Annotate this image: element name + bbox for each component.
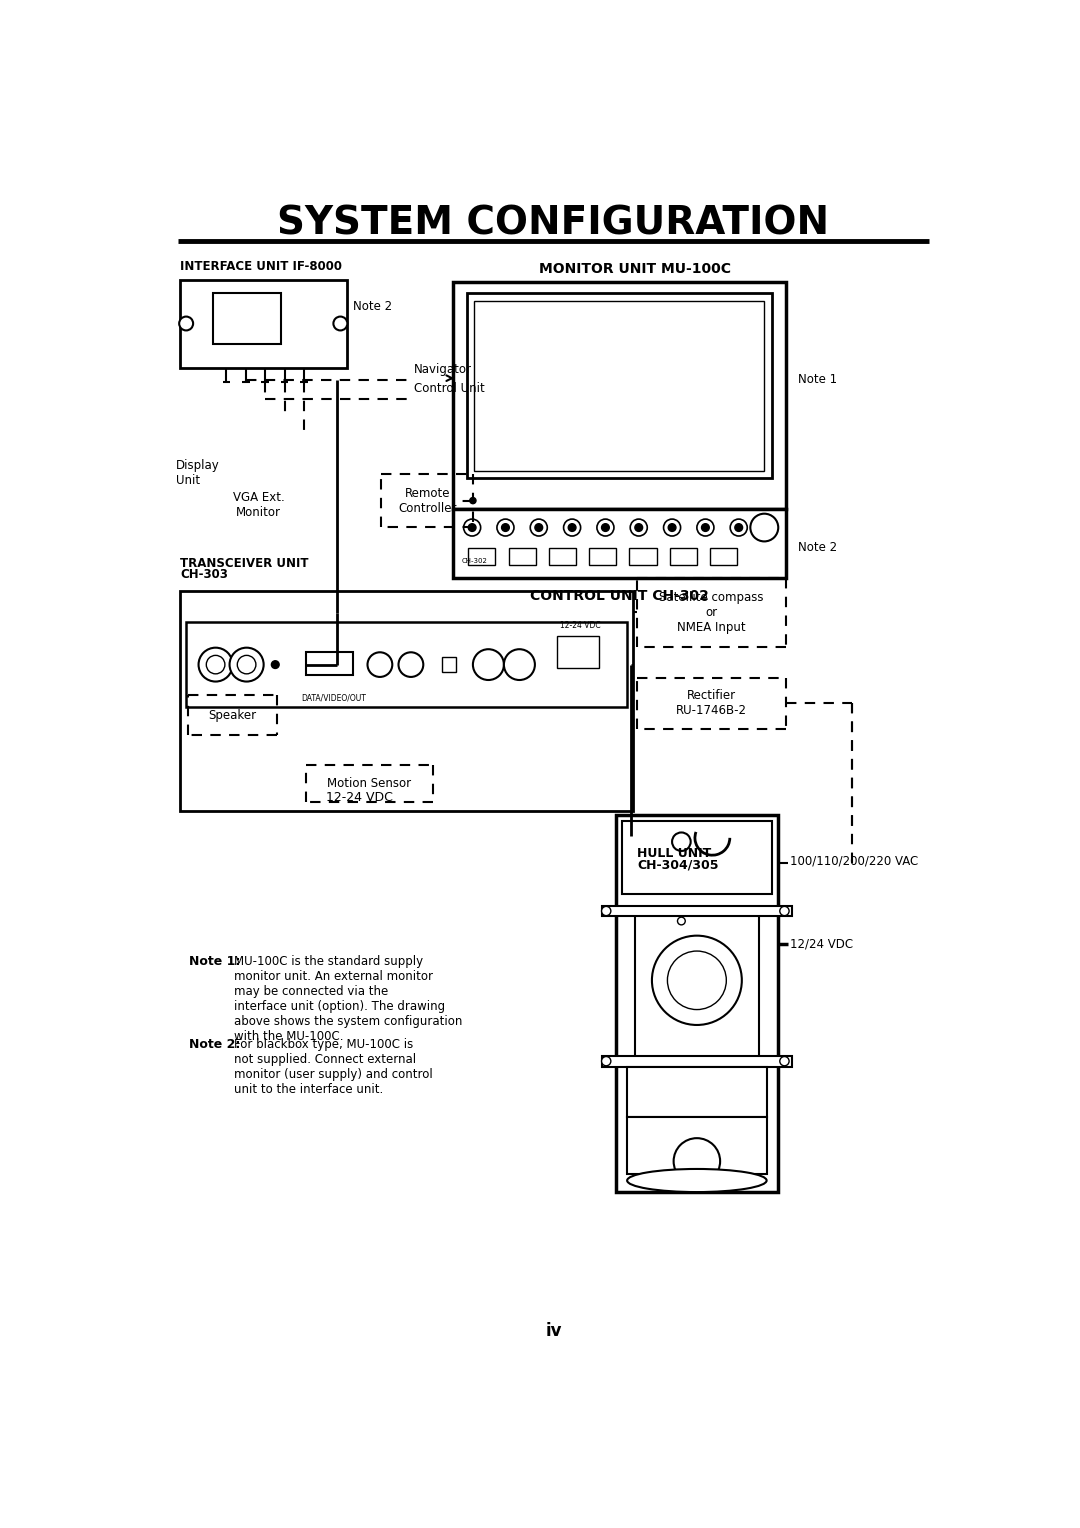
Bar (469, 547, 496, 564)
Bar (627, 1117, 767, 1175)
Text: HULL UNIT: HULL UNIT (637, 847, 712, 860)
Text: Note 2:: Note 2: (189, 1038, 241, 1051)
Text: Remote
Controller: Remote Controller (397, 486, 457, 515)
Circle shape (669, 524, 676, 532)
Text: 12-24 VDC: 12-24 VDC (326, 790, 393, 804)
Circle shape (399, 652, 423, 677)
Text: CH-302: CH-302 (462, 558, 488, 564)
Bar (213, 293, 281, 344)
Text: CH-304/305: CH-304/305 (637, 859, 718, 871)
Bar (710, 547, 738, 564)
Circle shape (677, 917, 685, 924)
Bar (670, 547, 697, 564)
Text: CH-303: CH-303 (180, 568, 228, 581)
Bar (180, 280, 347, 368)
Bar (602, 1056, 793, 1067)
Circle shape (179, 316, 193, 330)
Bar (630, 547, 657, 564)
Text: DATA/VIDEO/OUT: DATA/VIDEO/OUT (301, 694, 366, 703)
Bar (180, 591, 633, 811)
Circle shape (597, 520, 613, 536)
Circle shape (564, 520, 581, 536)
Text: Note 2: Note 2 (353, 299, 392, 313)
Text: Satellite compass
or
NMEA Input: Satellite compass or NMEA Input (660, 591, 764, 634)
Circle shape (734, 524, 743, 532)
Circle shape (238, 656, 256, 674)
Text: Motion Sensor: Motion Sensor (327, 776, 411, 790)
Text: CONTROL UNIT CH-302: CONTROL UNIT CH-302 (530, 590, 708, 604)
Text: iv: iv (545, 1322, 562, 1340)
Circle shape (780, 1056, 789, 1067)
Circle shape (751, 513, 779, 541)
Text: Note 1: Note 1 (798, 373, 837, 387)
Circle shape (672, 833, 691, 851)
Circle shape (473, 649, 504, 680)
Circle shape (602, 524, 609, 532)
Circle shape (568, 524, 576, 532)
Circle shape (334, 316, 348, 330)
Circle shape (697, 520, 714, 536)
Circle shape (530, 520, 548, 536)
Circle shape (199, 648, 232, 681)
Circle shape (504, 649, 535, 680)
Circle shape (470, 498, 476, 504)
Circle shape (535, 524, 542, 532)
Bar (186, 622, 627, 707)
Text: Rectifier
RU-1746B-2: Rectifier RU-1746B-2 (676, 689, 747, 717)
Text: VGA Ext.
Monitor: VGA Ext. Monitor (232, 492, 284, 520)
Circle shape (780, 906, 789, 915)
Bar (556, 636, 599, 668)
Text: MONITOR UNIT MU-100C: MONITOR UNIT MU-100C (539, 261, 731, 275)
Text: SYSTEM CONFIGURATION: SYSTEM CONFIGURATION (278, 205, 829, 243)
Circle shape (635, 524, 643, 532)
Bar (622, 821, 772, 894)
Text: Note 2: Note 2 (798, 541, 837, 555)
Circle shape (469, 524, 476, 532)
Circle shape (702, 524, 710, 532)
Bar (467, 293, 772, 478)
Text: MU-100C is the standard supply
monitor unit. An external monitor
may be connecte: MU-100C is the standard supply monitor u… (234, 955, 462, 1044)
Bar (549, 547, 576, 564)
Text: Speaker: Speaker (207, 709, 256, 721)
Bar (627, 1068, 767, 1117)
Bar (453, 509, 786, 579)
Circle shape (206, 656, 225, 674)
Text: Control Unit: Control Unit (414, 382, 485, 396)
Text: For blackbox type, MU-100C is
not supplied. Connect external
monitor (user suppl: For blackbox type, MU-100C is not suppli… (234, 1038, 433, 1096)
Bar (635, 908, 759, 1057)
Text: Navigator: Navigator (414, 362, 472, 376)
Text: 12-24 VDC: 12-24 VDC (559, 622, 600, 631)
Text: 100/110/200/220 VAC: 100/110/200/220 VAC (789, 854, 918, 868)
Bar (307, 652, 353, 675)
Text: TRANSCEIVER UNIT: TRANSCEIVER UNIT (180, 556, 309, 570)
Circle shape (674, 1138, 720, 1184)
Text: 12/24 VDC: 12/24 VDC (789, 938, 853, 950)
Circle shape (230, 648, 264, 681)
Bar (442, 657, 456, 672)
Circle shape (667, 950, 727, 1010)
Circle shape (463, 520, 481, 536)
Text: Display
Unit: Display Unit (176, 458, 220, 487)
Circle shape (730, 520, 747, 536)
Circle shape (501, 524, 510, 532)
Circle shape (652, 935, 742, 1025)
Circle shape (497, 520, 514, 536)
Circle shape (631, 520, 647, 536)
Bar (453, 283, 786, 509)
Bar (616, 814, 779, 1192)
Circle shape (602, 906, 611, 915)
Circle shape (367, 652, 392, 677)
Text: Note 1:: Note 1: (189, 955, 241, 967)
Circle shape (663, 520, 680, 536)
Bar (602, 906, 793, 917)
Bar (474, 301, 765, 471)
Text: INTERFACE UNIT IF-8000: INTERFACE UNIT IF-8000 (180, 260, 342, 274)
Circle shape (602, 1056, 611, 1067)
Bar (509, 547, 536, 564)
Ellipse shape (627, 1169, 767, 1192)
Circle shape (271, 660, 279, 668)
Bar (590, 547, 617, 564)
